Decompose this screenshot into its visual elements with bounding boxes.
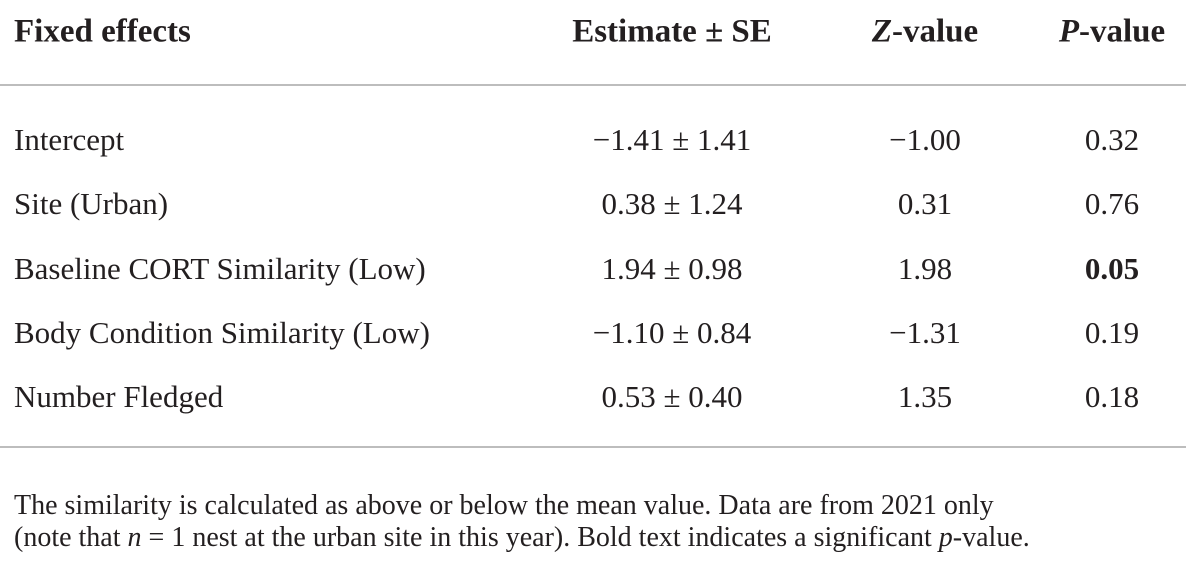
cell: 0.31 xyxy=(897,186,953,222)
row-label: Body Condition Similarity (Low) xyxy=(14,314,430,350)
header-text: -value xyxy=(892,13,979,50)
header-cell: Z-value xyxy=(872,14,978,51)
row-label: Number Fledged xyxy=(14,379,224,415)
row-label: Baseline CORT Similarity (Low) xyxy=(14,250,426,286)
cell: 0.53 ± 0.40 xyxy=(601,379,743,415)
rule xyxy=(0,84,1186,86)
cell: 0.38 ± 1.24 xyxy=(601,186,743,222)
footnote-text: = 1 nest at the urban site in this year)… xyxy=(141,522,939,553)
header-cell: P-value xyxy=(1059,14,1165,51)
cell: 0.05 xyxy=(1084,250,1140,286)
row-label: Intercept xyxy=(14,122,125,157)
rule xyxy=(0,446,1186,448)
cell: 0.76 xyxy=(1084,186,1140,222)
cell: 1.94 ± 0.98 xyxy=(601,250,743,286)
footnote-text: The similarity is calculated as above or… xyxy=(14,490,994,521)
cell: −1.41 ± 1.41 xyxy=(592,122,752,157)
footnote-italic: n xyxy=(127,522,142,553)
cell: 1.98 xyxy=(897,250,953,286)
cell: −1.00 xyxy=(889,122,961,157)
footnote-text: (note that xyxy=(14,522,128,553)
cell: 0.19 xyxy=(1084,314,1140,350)
footnote-text: -value. xyxy=(952,522,1030,553)
cell: −1.10 ± 0.84 xyxy=(592,314,752,350)
header-cell: Fixed effects xyxy=(14,13,191,50)
cell: −1.31 xyxy=(889,314,961,350)
cell: 0.32 xyxy=(1084,122,1140,157)
cell: 0.18 xyxy=(1084,379,1140,415)
footnote-italic: p xyxy=(938,522,953,553)
header-cell: Estimate ± SE xyxy=(572,13,772,50)
header-italic: Z xyxy=(871,13,892,50)
footnote: The similarity is calculated as above or… xyxy=(14,490,1186,554)
row-label: Site (Urban) xyxy=(14,186,169,222)
cell: 1.35 xyxy=(897,379,953,415)
header-text: -value xyxy=(1079,13,1166,50)
header-italic: P xyxy=(1058,13,1079,50)
